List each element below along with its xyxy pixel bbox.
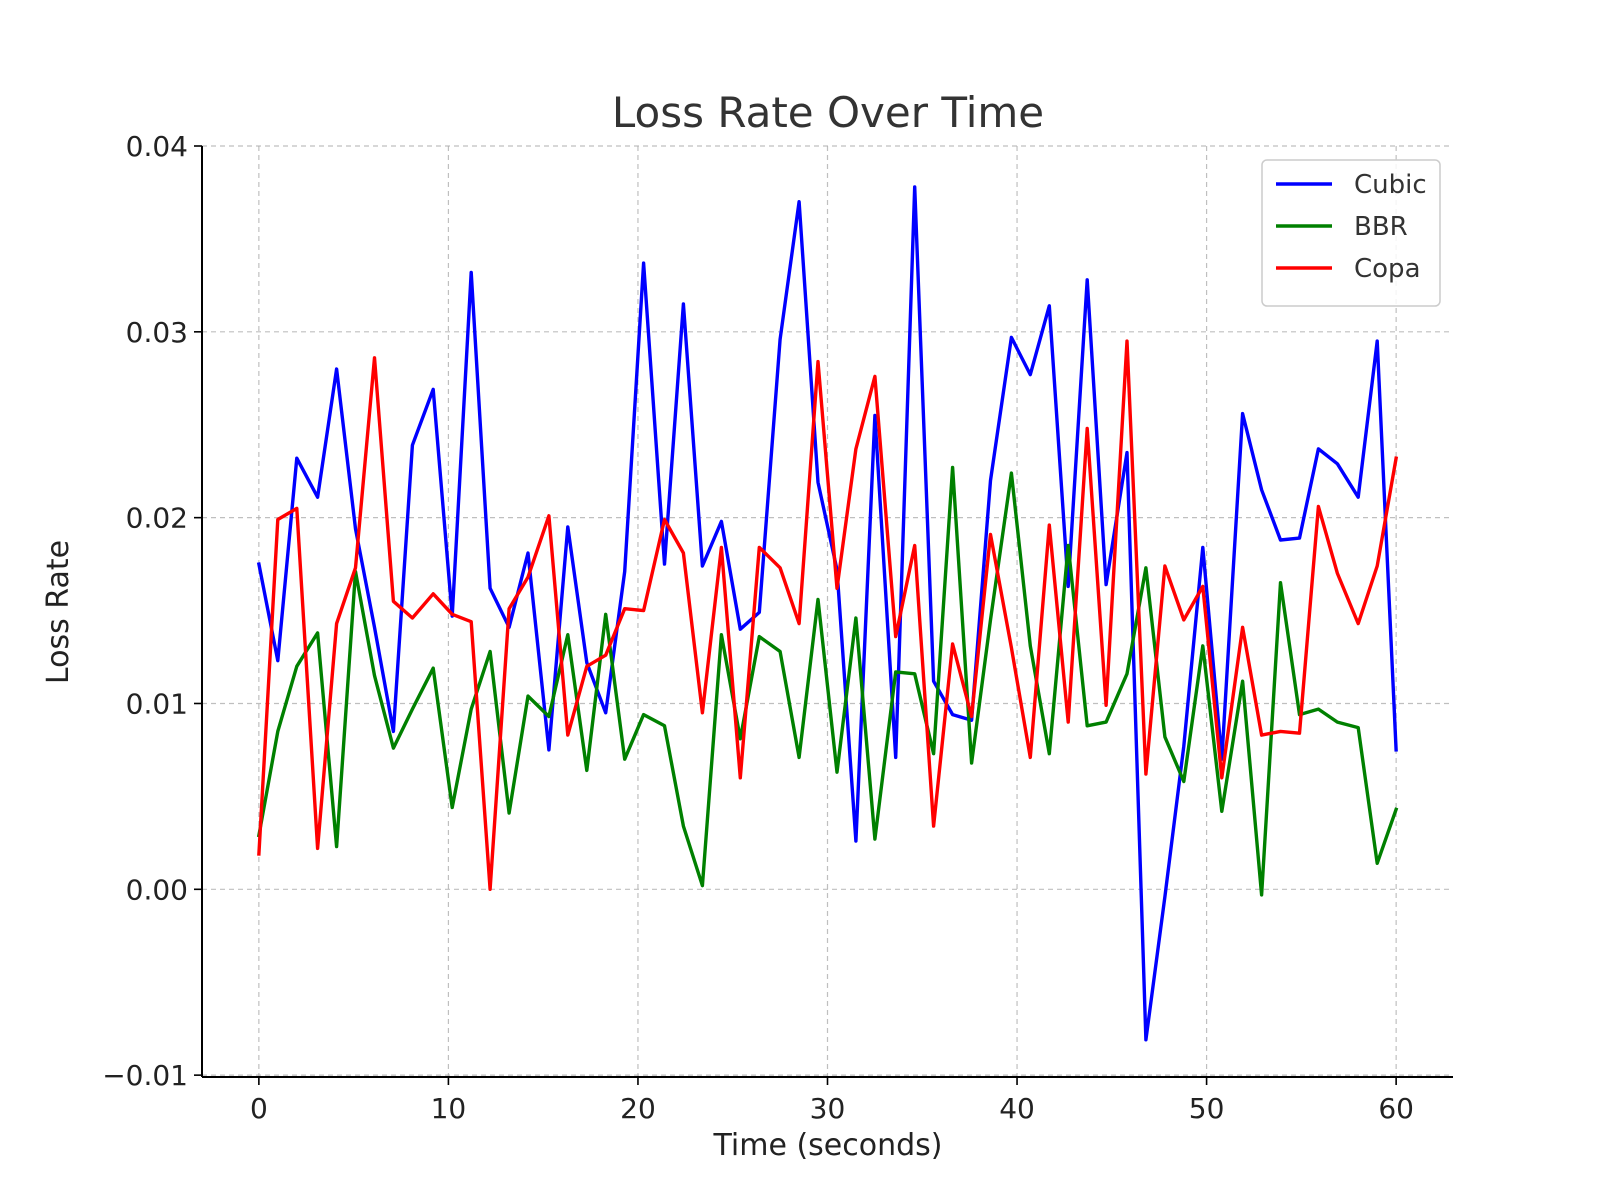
y-tick-label: 0.03 — [126, 316, 188, 349]
y-tick-label: 0.02 — [126, 502, 188, 535]
series-lines — [256, 185, 1399, 1042]
series-line-copa — [257, 339, 1399, 891]
x-tick-label: 50 — [1189, 1092, 1225, 1125]
legend-label-bbr: BBR — [1354, 212, 1408, 242]
y-tick-label: 0.04 — [126, 130, 188, 163]
x-axis-label: Time (seconds) — [713, 1128, 943, 1163]
legend: Cubic BBR Copa — [1261, 159, 1441, 307]
legend-label-copa: Copa — [1354, 254, 1421, 284]
series-line-bbr — [256, 465, 1399, 897]
x-tick-label: 0 — [250, 1092, 268, 1125]
x-tick-label: 30 — [810, 1092, 846, 1125]
series-line-cubic — [256, 185, 1398, 1042]
x-tick-label: 20 — [620, 1092, 656, 1125]
x-tick-label: 40 — [999, 1092, 1035, 1125]
y-axis-label: Loss Rate — [41, 540, 76, 684]
x-tick-label: 60 — [1378, 1092, 1414, 1125]
tick-labels: 0 10 20 30 40 50 60 −0.01 0.00 0.01 0.02 0.03 0.04 — [102, 130, 1414, 1125]
chart-title: Loss Rate Over Time — [612, 88, 1044, 137]
grid-lines — [202, 145, 1453, 1077]
y-tick-label: −0.01 — [102, 1059, 188, 1092]
y-tick-label: 0.01 — [126, 687, 188, 720]
x-tick-label: 10 — [431, 1092, 467, 1125]
legend-label-cubic: Cubic — [1354, 170, 1427, 200]
y-tick-label: 0.00 — [126, 873, 188, 906]
